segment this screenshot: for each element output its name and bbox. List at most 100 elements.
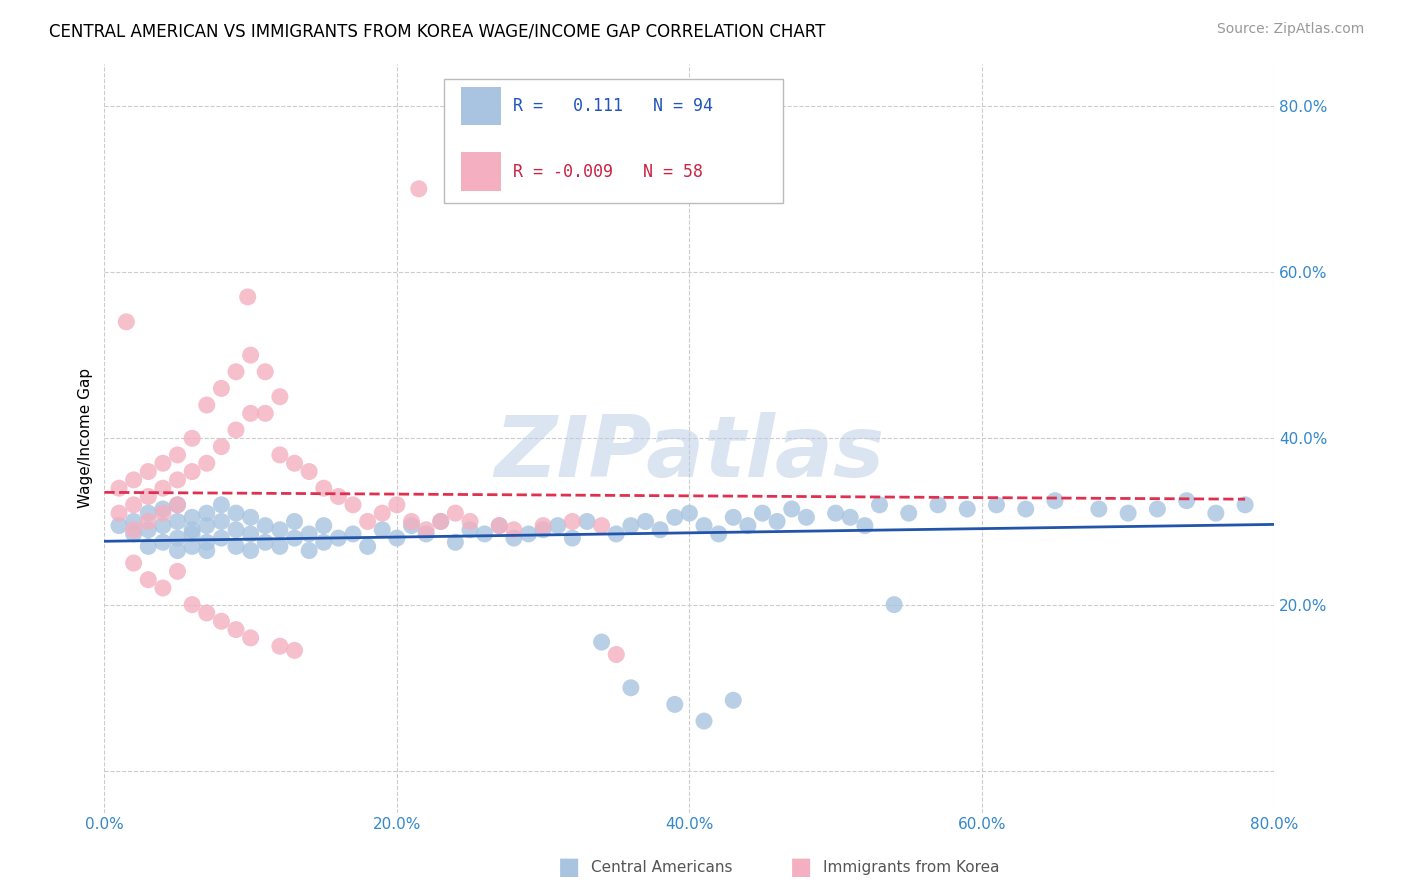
Point	[429, 515, 451, 529]
Point	[166, 448, 188, 462]
Point	[152, 502, 174, 516]
Text: Immigrants from Korea: Immigrants from Korea	[823, 860, 1000, 874]
Point	[458, 515, 481, 529]
Text: ZIPatlas: ZIPatlas	[495, 412, 884, 495]
Point	[561, 515, 583, 529]
Point	[328, 531, 350, 545]
Point	[839, 510, 862, 524]
Point	[181, 465, 204, 479]
Point	[166, 515, 188, 529]
Point	[605, 527, 627, 541]
Point	[298, 465, 321, 479]
Point	[166, 498, 188, 512]
Point	[1175, 493, 1198, 508]
Point	[780, 502, 803, 516]
Point	[166, 565, 188, 579]
Point	[488, 518, 510, 533]
Point	[225, 540, 247, 554]
Point	[488, 518, 510, 533]
Point	[209, 440, 232, 454]
Point	[664, 698, 686, 712]
Point	[209, 515, 232, 529]
Point	[356, 515, 378, 529]
Point	[342, 498, 364, 512]
Point	[707, 527, 730, 541]
Point	[166, 498, 188, 512]
Point	[591, 518, 613, 533]
Point	[298, 543, 321, 558]
Point	[195, 535, 218, 549]
Point	[209, 614, 232, 628]
Point	[166, 543, 188, 558]
Point	[195, 606, 218, 620]
Point	[371, 523, 394, 537]
Point	[225, 506, 247, 520]
Point	[136, 523, 159, 537]
Point	[209, 381, 232, 395]
Point	[634, 515, 657, 529]
Point	[239, 510, 262, 524]
Point	[122, 523, 145, 537]
Point	[415, 527, 437, 541]
Point	[474, 527, 496, 541]
Point	[1146, 502, 1168, 516]
Point	[986, 498, 1008, 512]
FancyBboxPatch shape	[461, 153, 501, 191]
Point	[195, 518, 218, 533]
Point	[225, 365, 247, 379]
Point	[385, 531, 408, 545]
Point	[575, 515, 598, 529]
Point	[312, 481, 335, 495]
Text: R = -0.009   N = 58: R = -0.009 N = 58	[513, 163, 703, 181]
Point	[108, 506, 131, 520]
Point	[254, 365, 277, 379]
Point	[195, 543, 218, 558]
Point	[195, 398, 218, 412]
Point	[620, 518, 643, 533]
Point	[108, 518, 131, 533]
Point	[181, 527, 204, 541]
Point	[415, 523, 437, 537]
Point	[269, 639, 291, 653]
Point	[853, 518, 876, 533]
Point	[444, 535, 467, 549]
Point	[239, 527, 262, 541]
Point	[342, 527, 364, 541]
Point	[181, 523, 204, 537]
Point	[269, 390, 291, 404]
Point	[152, 535, 174, 549]
Point	[650, 523, 672, 537]
Point	[883, 598, 905, 612]
Point	[122, 498, 145, 512]
Point	[824, 506, 846, 520]
Point	[723, 693, 745, 707]
Point	[401, 518, 423, 533]
Point	[152, 581, 174, 595]
Point	[181, 510, 204, 524]
Point	[897, 506, 920, 520]
Point	[1043, 493, 1066, 508]
Point	[152, 506, 174, 520]
Text: ■: ■	[558, 855, 581, 879]
Point	[401, 515, 423, 529]
Text: CENTRAL AMERICAN VS IMMIGRANTS FROM KOREA WAGE/INCOME GAP CORRELATION CHART: CENTRAL AMERICAN VS IMMIGRANTS FROM KORE…	[49, 22, 825, 40]
Point	[225, 623, 247, 637]
Point	[605, 648, 627, 662]
Point	[136, 540, 159, 554]
Point	[209, 498, 232, 512]
Point	[195, 456, 218, 470]
Point	[136, 573, 159, 587]
Point	[502, 523, 524, 537]
Point	[1088, 502, 1111, 516]
Point	[181, 431, 204, 445]
Point	[371, 506, 394, 520]
Point	[269, 448, 291, 462]
FancyBboxPatch shape	[444, 79, 783, 202]
Point	[122, 473, 145, 487]
Point	[136, 465, 159, 479]
Point	[356, 540, 378, 554]
Point	[239, 631, 262, 645]
Point	[429, 515, 451, 529]
Point	[108, 481, 131, 495]
Point	[269, 523, 291, 537]
